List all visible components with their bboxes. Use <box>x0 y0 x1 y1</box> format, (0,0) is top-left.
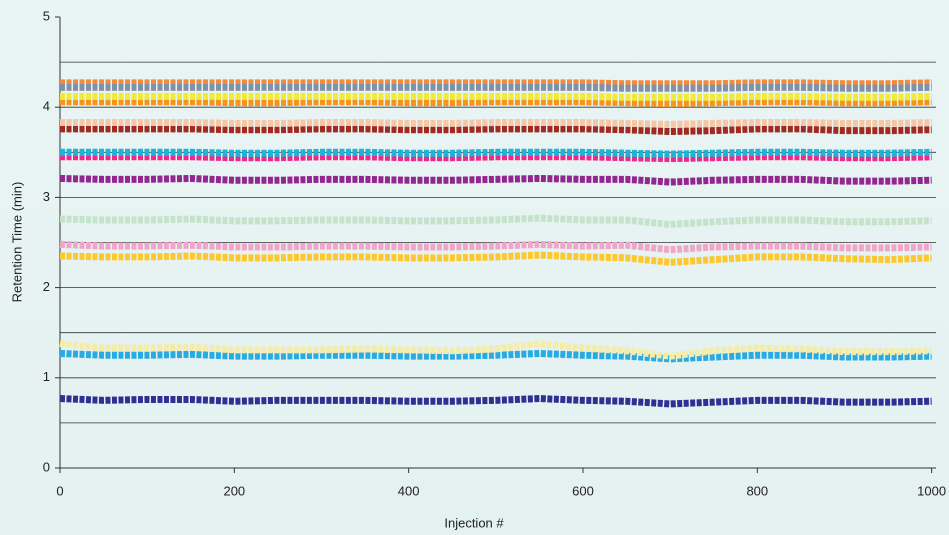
y-tick-label: 3 <box>43 189 50 204</box>
series-line <box>60 92 932 101</box>
y-axis-label: Retention Time (min) <box>9 182 24 303</box>
y-tick-label: 4 <box>43 99 50 114</box>
series-line <box>59 214 932 228</box>
series-line <box>59 349 932 363</box>
series-line <box>59 174 932 186</box>
y-tick-label: 5 <box>43 8 50 23</box>
series-line <box>60 83 932 92</box>
x-tick-label: 0 <box>56 483 63 498</box>
y-tick-label: 2 <box>43 279 50 294</box>
x-axis-label: Injection # <box>444 515 504 530</box>
series-line <box>59 395 932 408</box>
series-line <box>60 153 932 163</box>
x-tick-label: 1000 <box>917 483 946 498</box>
series-line <box>60 98 932 108</box>
x-tick-label: 600 <box>572 483 594 498</box>
series-line <box>60 79 932 88</box>
y-tick-label: 0 <box>43 459 50 474</box>
x-tick-label: 400 <box>398 483 420 498</box>
x-tick-label: 800 <box>746 483 768 498</box>
series-line <box>59 240 932 254</box>
x-tick-label: 200 <box>223 483 245 498</box>
y-tick-label: 1 <box>43 369 50 384</box>
series-line <box>59 251 932 266</box>
series-line <box>60 148 932 158</box>
series-line <box>60 125 932 136</box>
series-line <box>60 119 932 128</box>
series-line <box>59 340 932 360</box>
